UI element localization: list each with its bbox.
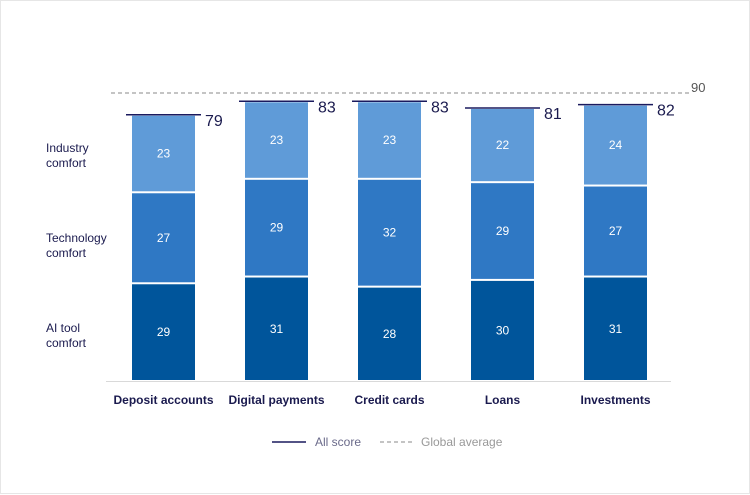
bar-segment <box>471 109 534 182</box>
bar-segment <box>245 102 308 178</box>
row-label-technology: Technology comfort <box>46 231 107 260</box>
bar-segment <box>245 277 308 380</box>
bar-segment <box>584 186 647 276</box>
total-score-label: 82 <box>657 103 675 120</box>
category-label: Digital payments <box>228 393 324 407</box>
segment-label: 22 <box>496 138 510 152</box>
bar-segment <box>584 277 647 380</box>
bar-segment <box>132 115 195 192</box>
category-label: Loans <box>485 393 521 407</box>
legend-global-label: Global average <box>421 435 503 449</box>
bar-segment <box>245 179 308 276</box>
segment-label: 32 <box>383 226 397 240</box>
segment-label: 29 <box>496 224 510 238</box>
segment-label: 31 <box>270 322 284 336</box>
total-score-label: 79 <box>205 113 223 130</box>
segment-label: 27 <box>157 231 171 245</box>
row-label-ai: AI tool comfort <box>46 321 87 350</box>
bar-segment <box>471 183 534 279</box>
legend-all-score-label: All score <box>315 435 361 449</box>
bar-segment <box>471 280 534 380</box>
segment-label: 23 <box>157 147 171 161</box>
segment-label: 24 <box>609 138 623 152</box>
segment-label: 29 <box>157 325 171 339</box>
segment-label: 28 <box>383 327 397 341</box>
segment-label: 23 <box>270 133 284 147</box>
category-label: Investments <box>580 393 650 407</box>
total-score-label: 83 <box>431 99 449 116</box>
segment-label: 31 <box>609 322 623 336</box>
segment-label: 23 <box>383 133 397 147</box>
total-score-label: 81 <box>544 106 562 123</box>
segment-label: 30 <box>496 323 510 337</box>
total-score-label: 83 <box>318 99 336 116</box>
category-label: Credit cards <box>354 393 424 407</box>
bar-segment <box>358 102 421 178</box>
global-average-label: 90 <box>691 80 705 95</box>
segment-label: 29 <box>270 221 284 235</box>
bar-segment <box>584 105 647 185</box>
bar-segment <box>358 287 421 380</box>
bar-segment <box>132 284 195 380</box>
category-label: Deposit accounts <box>113 393 213 407</box>
bar-segment <box>132 193 195 283</box>
bar-segment <box>358 179 421 286</box>
segment-label: 27 <box>609 224 623 238</box>
row-label-industry: Industry comfort <box>46 141 89 170</box>
